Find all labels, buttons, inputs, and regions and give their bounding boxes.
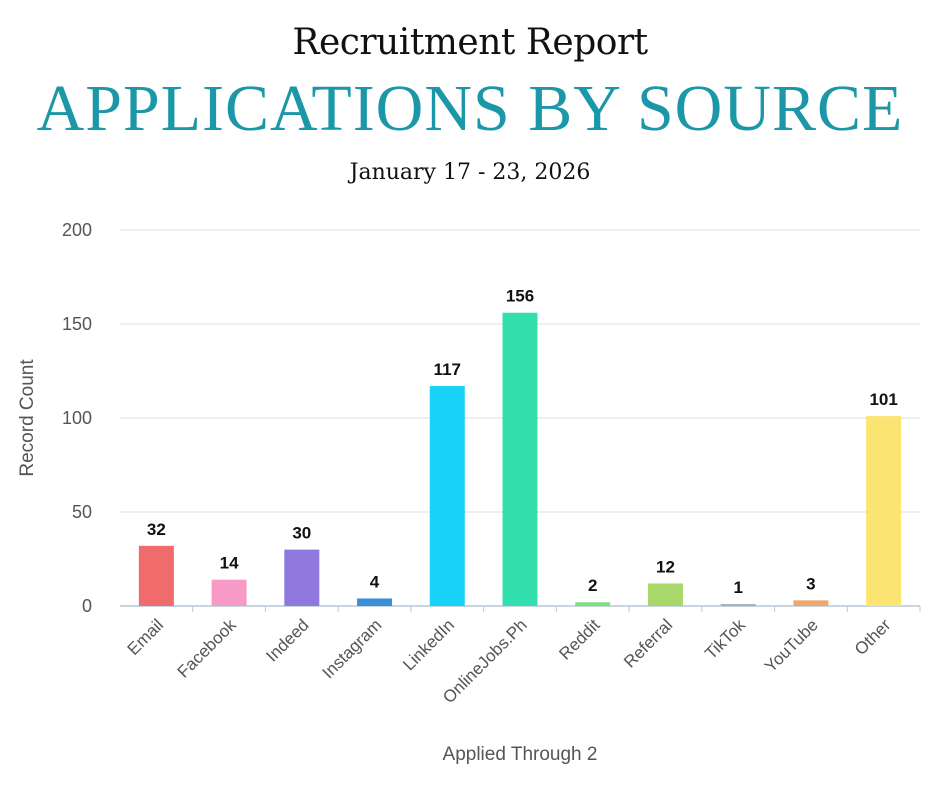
data-label-instagram: 4 — [370, 572, 380, 591]
x-tick-label-facebook: Facebook — [174, 615, 241, 682]
data-label-reddit: 2 — [588, 576, 597, 595]
y-tick-label-0: 0 — [82, 596, 92, 616]
bar-youtube — [793, 600, 829, 606]
x-tick-label-other: Other — [851, 615, 895, 659]
data-label-other: 101 — [869, 390, 897, 409]
x-tick-label-linkedin: LinkedIn — [399, 615, 458, 674]
bar-referral — [647, 583, 683, 606]
bar-other — [866, 416, 902, 606]
x-tick-label-tiktok: TikTok — [701, 615, 749, 663]
x-tick-label-reddit: Reddit — [555, 615, 603, 663]
data-label-facebook: 14 — [220, 554, 239, 573]
data-label-linkedin: 117 — [434, 360, 461, 379]
x-axis-title: Applied Through 2 — [443, 744, 598, 765]
chart-main-title: APPLICATIONS BY SOURCE — [36, 72, 904, 145]
report-title: Recruitment Report — [292, 22, 648, 63]
data-label-referral: 12 — [656, 557, 675, 576]
bar-indeed — [284, 549, 320, 606]
bar-reddit — [575, 602, 611, 606]
x-tick-label-email: Email — [124, 615, 167, 658]
x-tick-label-indeed: Indeed — [262, 615, 312, 665]
x-tick-label-youtube: YouTube — [761, 615, 822, 676]
y-tick-label-50: 50 — [72, 502, 92, 522]
data-label-indeed: 30 — [292, 524, 311, 543]
bar-facebook — [211, 579, 247, 606]
bar-instagram — [357, 598, 393, 606]
y-tick-label-150: 150 — [62, 314, 92, 334]
y-axis-title: Record Count — [17, 359, 38, 477]
y-tick-label-200: 200 — [62, 220, 92, 240]
data-label-tiktok: 1 — [733, 578, 742, 597]
bar-onlinejobs-ph — [502, 312, 538, 606]
data-label-email: 32 — [147, 520, 166, 539]
data-label-onlinejobs-ph: 156 — [506, 287, 534, 306]
bar-linkedin — [429, 386, 465, 606]
bar-tiktok — [720, 604, 756, 606]
x-tick-label-referral: Referral — [620, 615, 676, 671]
data-label-youtube: 3 — [806, 574, 815, 593]
y-tick-label-100: 100 — [62, 408, 92, 428]
x-tick-label-instagram: Instagram — [318, 615, 385, 682]
bar-email — [138, 545, 174, 606]
date-range: January 17 - 23, 2026 — [349, 160, 591, 185]
